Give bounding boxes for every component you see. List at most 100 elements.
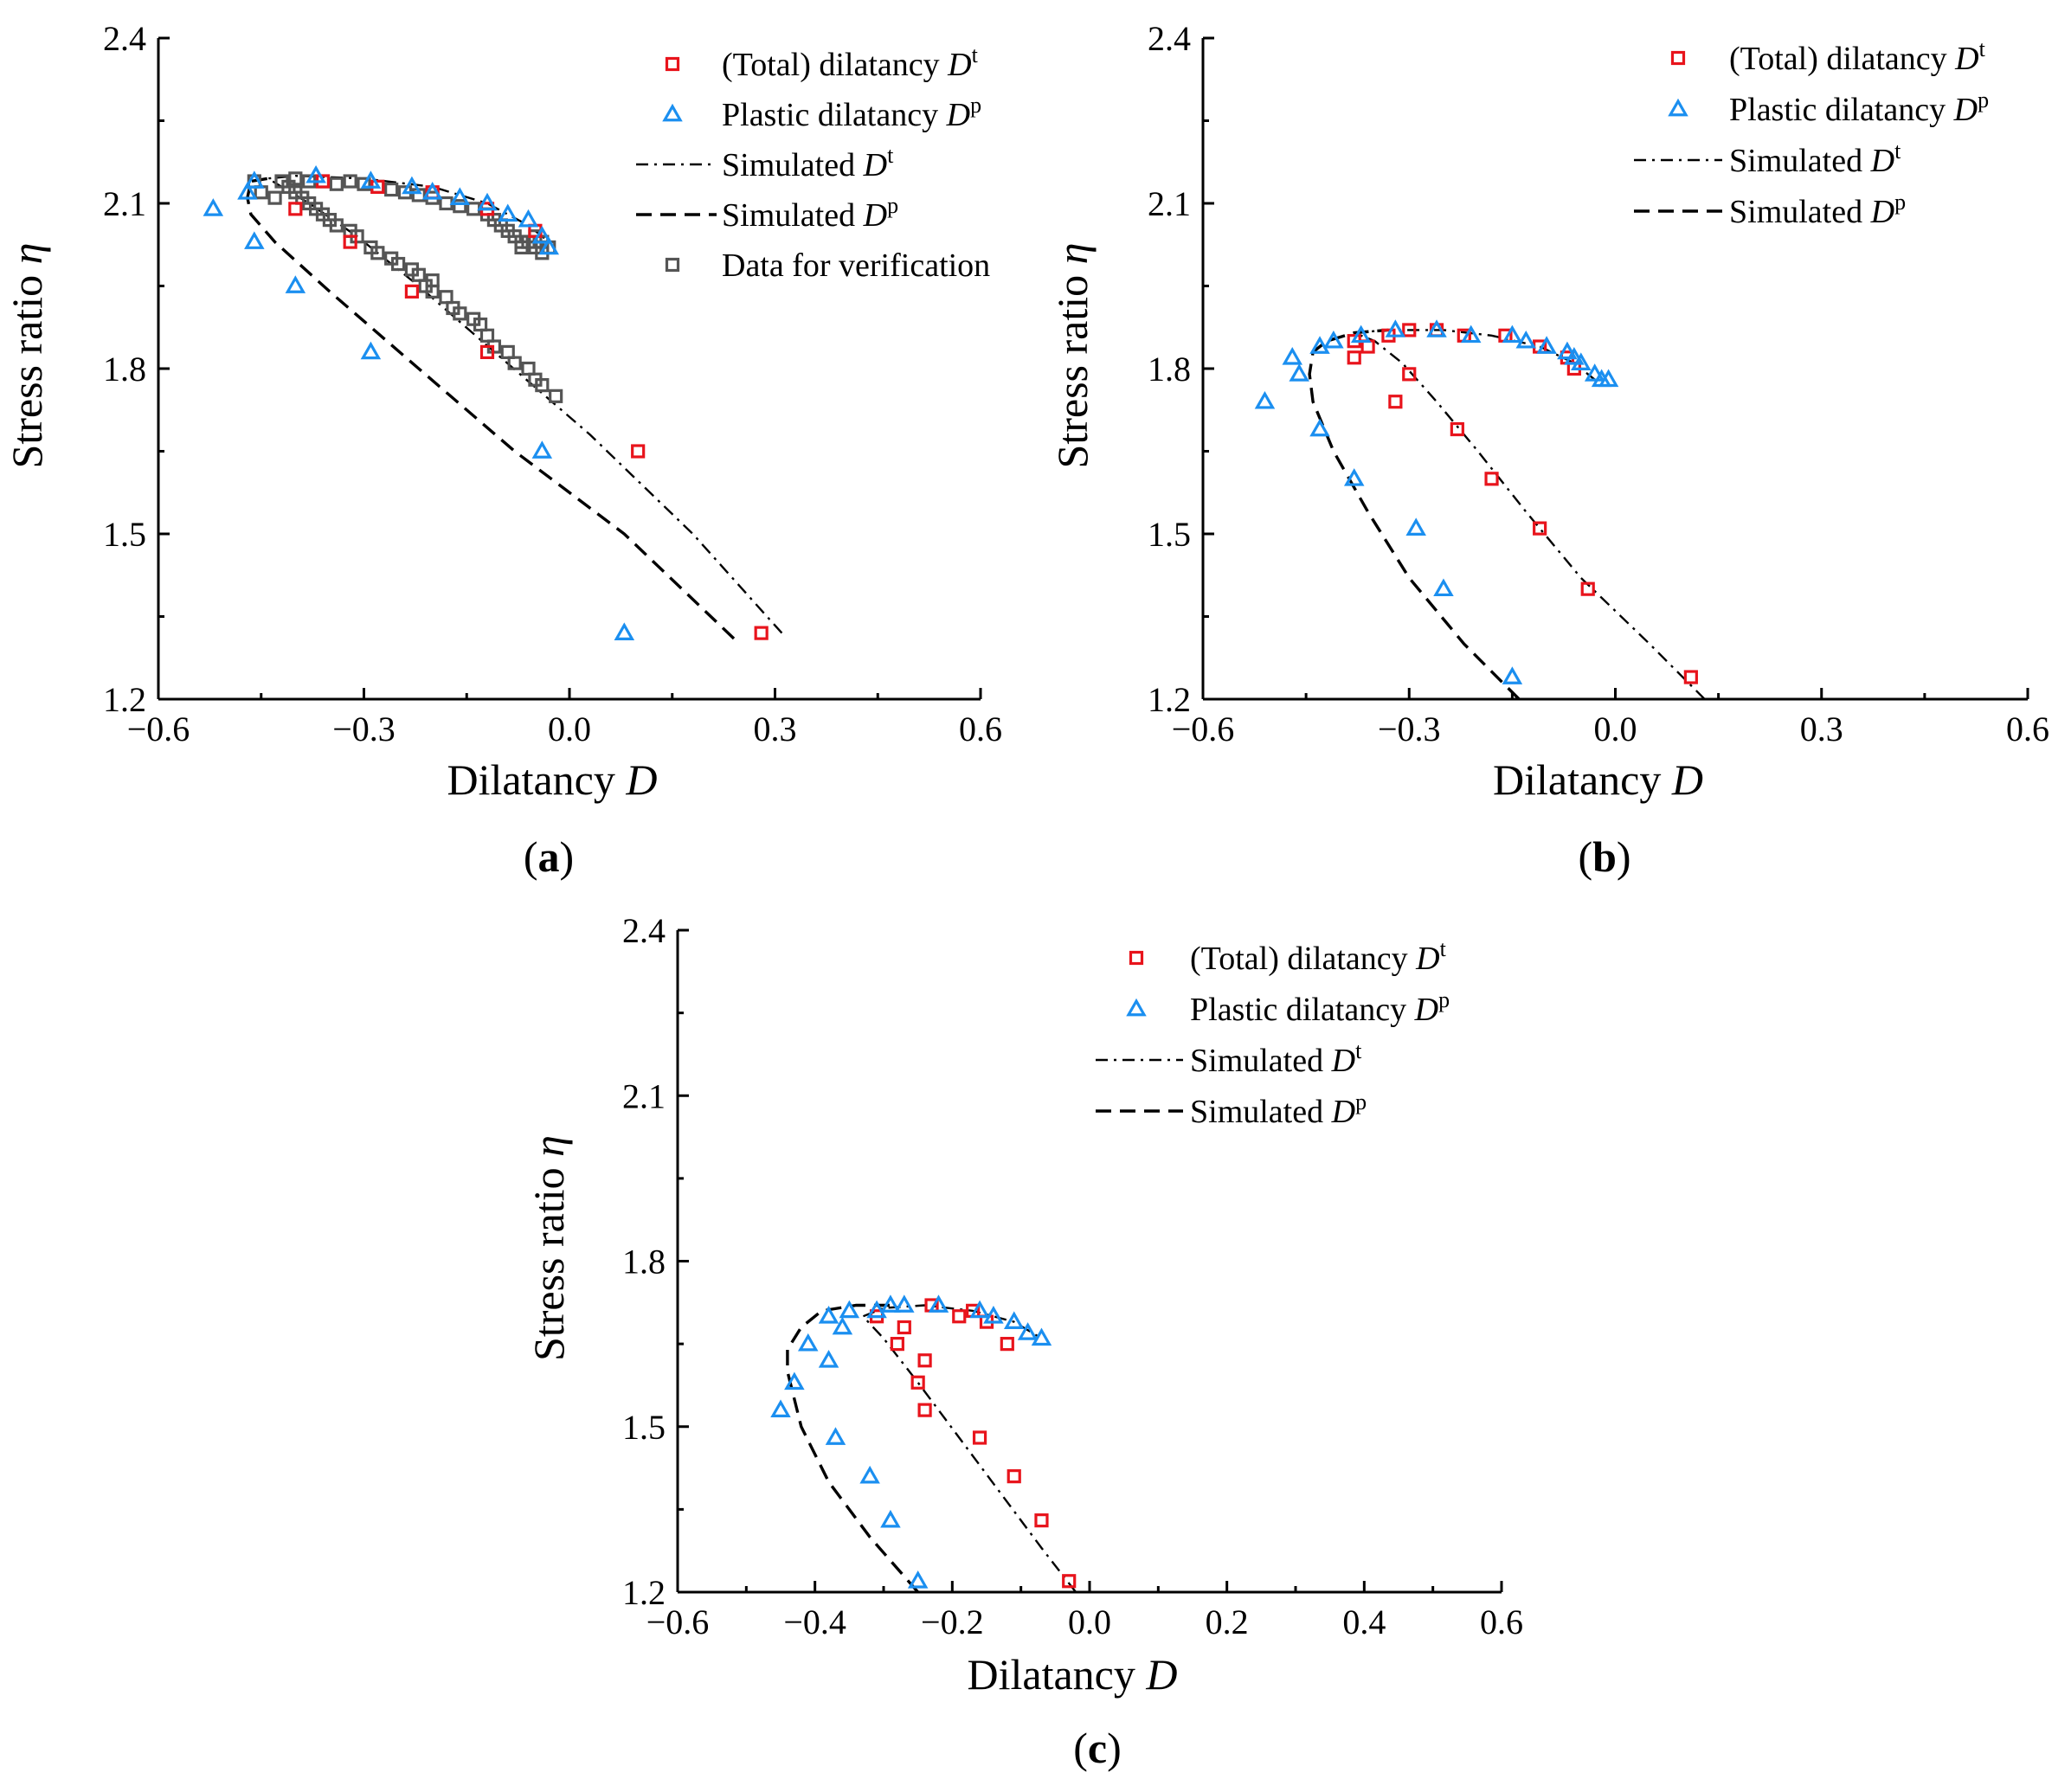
data-point [1388,395,1403,409]
data-point [531,225,553,244]
legend-label: Simulated Dt [722,143,894,183]
legend-label: Plastic dilatancy Dp [722,93,981,133]
y-tick-label: 1.5 [103,515,146,554]
chart-panel-1: −0.6 −0.3 0.0 0.3 0.6 1.2 1.5 1.8 2.1 2.4 Dilatanc… [3,19,1002,881]
y-tick-label: 2.4 [1148,19,1191,58]
y-tick-label: 1.8 [1148,350,1191,389]
series-3 [1354,329,1706,700]
data-point [404,284,420,299]
data-point [518,209,539,228]
legend-marker [1126,998,1147,1017]
data-point [439,290,453,305]
data-point [244,170,265,189]
legend-item: (Total) dilatancy Dt [665,42,979,83]
data-point [237,182,258,200]
x-tick-label: 0.4 [1342,1603,1386,1641]
data-point [832,1316,853,1335]
data-point [910,1375,925,1390]
data-point [1433,578,1454,597]
data-point [797,1333,819,1352]
data-point [1571,352,1592,370]
data-point [897,1320,911,1335]
data-point [466,312,481,326]
y-tick-label: 2.1 [1148,184,1191,223]
legend-label: Plastic dilatancy Dp [1190,987,1450,1028]
legend-item: Simulated Dp [636,193,898,234]
legend-item: Simulated Dp [1634,189,1906,230]
x-axis-title: Dilatancy D [968,1650,1178,1699]
data-point [1254,390,1276,409]
data-point [549,389,563,403]
y-axis-title: Stress ratio η [1048,243,1097,469]
series-line [786,1303,919,1594]
data-point [1557,341,1578,360]
data-point [1282,347,1302,365]
data-point [1426,319,1447,337]
data-point [880,1509,901,1528]
data-point [288,171,303,186]
y-tick-label: 1.2 [103,680,146,719]
data-point [1533,521,1547,536]
data-point [1515,330,1537,349]
legend: (Total) dilatancy Dt Plastic dilatancy Dp… [1634,36,1989,230]
data-point [917,1403,932,1417]
y-tick-label: 2.1 [622,1076,666,1115]
data-point [1402,367,1417,382]
legend-item: Data for verification [665,247,990,284]
data-point [969,1300,990,1319]
data-point [500,344,515,359]
data-point [329,177,344,191]
legend-item: (Total) dilatancy Dt [1129,936,1447,977]
data-point [1031,1327,1052,1346]
series-2 [770,1294,1052,1589]
data-point [880,1294,901,1313]
data-point [907,1570,929,1589]
legend-item: (Total) dilatancy Dt [1670,36,1986,77]
data-point [404,262,420,277]
data-point [1034,1513,1049,1528]
x-tick-label: 0.3 [754,710,797,748]
data-point [983,1306,1004,1324]
y-tick-label: 1.2 [622,1573,666,1612]
y-tick-label: 2.4 [103,19,146,58]
data-point [453,199,467,214]
data-point [1323,330,1344,349]
data-point [1289,363,1309,382]
legend-item: Plastic dilatancy Dp [1126,987,1450,1028]
data-point [866,1300,887,1319]
data-point [285,275,306,293]
data-point [203,198,224,216]
data-point [449,187,471,205]
data-point [614,622,635,640]
x-tick-label: −0.6 [127,710,190,748]
legend-label: Plastic dilatancy Dp [1729,87,1989,128]
data-point [1502,324,1523,344]
legend-marker [665,257,680,273]
legend-label: Simulated Dp [1729,189,1906,230]
data-point [770,1399,791,1417]
legend-label: (Total) dilatancy Dt [1190,936,1447,977]
data-point [1460,324,1482,344]
data-point [1309,418,1330,437]
y-tick-label: 2.4 [622,911,666,950]
data-point [917,1353,932,1368]
legend-label: Simulated Dp [1190,1089,1367,1130]
data-point [521,361,536,376]
data-point [894,1294,915,1313]
data-point [972,1430,987,1445]
data-point [825,1427,846,1445]
data-point [288,202,303,216]
data-point [818,1306,839,1324]
series-4 [786,1303,919,1594]
legend-item: Plastic dilatancy Dp [1668,87,1989,128]
y-tick-label: 1.2 [1148,680,1191,719]
y-tick-label: 1.5 [1148,515,1191,554]
x-tick-label: −0.6 [646,1603,710,1641]
x-tick-label: 0.2 [1206,1603,1249,1641]
legend: (Total) dilatancy Dt Plastic dilatancy Dp… [636,42,990,284]
y-axis-title: Stress ratio η [3,243,51,469]
legend-marker [1668,98,1688,117]
legend-label: (Total) dilatancy Dt [1729,36,1986,77]
data-point [538,236,560,255]
